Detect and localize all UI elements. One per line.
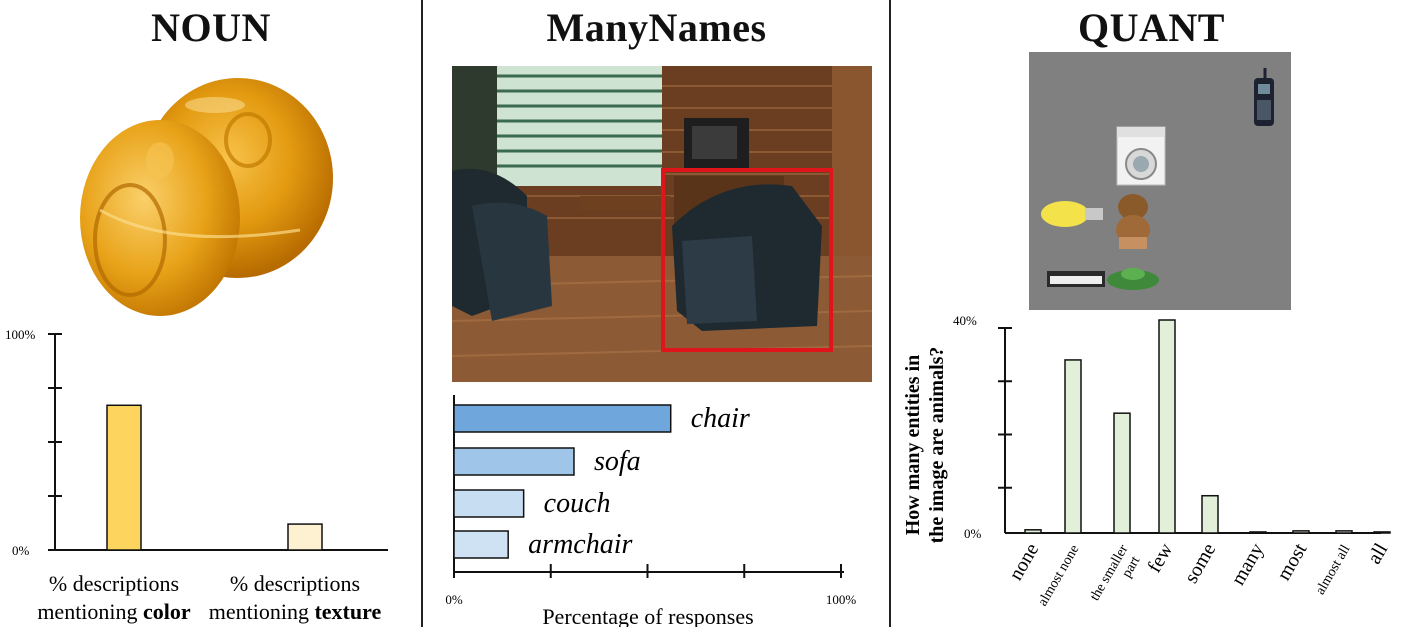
divider-right [889,0,891,627]
keyboard-icon [1047,271,1105,287]
noun-category-label: % descriptions [49,571,179,596]
orange-object-image [80,78,333,316]
q-bar [1335,530,1353,534]
mn-bar [453,530,509,559]
dog-icon [1116,194,1150,249]
q-category-label: most [1273,539,1312,584]
mn-bar [453,447,575,476]
q-y-tick-label: 40% [953,313,977,328]
mn-x-axis-label: Percentage of responses [542,604,753,627]
q-bar [1064,359,1082,534]
living-room-photo [451,66,873,382]
objects-scene-image [1029,52,1291,310]
noun-y-tick-label: 0% [12,543,30,558]
q-bar [1113,412,1131,534]
noun-y-tick-label: 100% [5,327,36,342]
q-category-label: the smallerpart [1088,542,1146,611]
noun-category-label: % descriptions [230,571,360,596]
mn-x-tick-label: 0% [445,592,463,607]
quant-title: QUANT [1078,5,1225,50]
q-bar [1158,319,1176,534]
q-bar [1201,494,1219,534]
washing-machine-icon [1116,126,1166,186]
mn-bar-label: couch [544,488,611,519]
divider-left [421,0,423,627]
q-category-label: almost all [1313,542,1353,597]
mn-bar-label: sofa [594,446,641,477]
toy-car-icon [1107,268,1159,290]
q-category-label: none [1005,539,1044,584]
q-y-axis-label: How many entities in the image are animal… [902,347,948,544]
noun-category-label: mentioning color [37,599,191,624]
manynames-title: ManyNames [546,5,767,50]
q-bar [1249,531,1267,534]
mn-bar [453,404,672,433]
light-bulb-icon [1041,201,1103,227]
q-category-label: some [1180,539,1220,587]
noun-title: NOUN [151,5,271,50]
noun-bar [106,404,142,551]
q-category-label: all [1363,539,1392,568]
q-category-label: few [1143,539,1177,576]
noun-category-label: mentioning texture [209,599,382,624]
mn-x-tick-label: 100% [826,592,857,607]
manynames-chart: 0% 100% Percentage of responses chair sofa co… [445,395,857,627]
q-y-tick-label: 0% [964,526,982,541]
q-category-label: many [1227,540,1268,589]
mobile-phone-icon [1254,68,1274,126]
mn-bar-label: armchair [528,529,632,560]
mn-bar-label: chair [691,403,750,434]
q-category-label: almost none [1035,543,1082,609]
noun-chart: 100% 0% % descriptions mentioning color % de… [5,327,388,624]
noun-bar [287,523,323,551]
q-bar [1024,529,1042,534]
noun-panel: NOUN 100% 0% % descriptions mentioning colo… [0,0,422,627]
quant-chart: 40% 0% How many entities in the image are a… [902,313,1393,611]
q-bar [1292,530,1310,534]
q-bar [1373,531,1391,534]
manynames-panel: ManyNames 0% 100% P [423,0,890,627]
mn-bar [453,489,525,518]
quant-panel: QUANT [891,0,1412,627]
